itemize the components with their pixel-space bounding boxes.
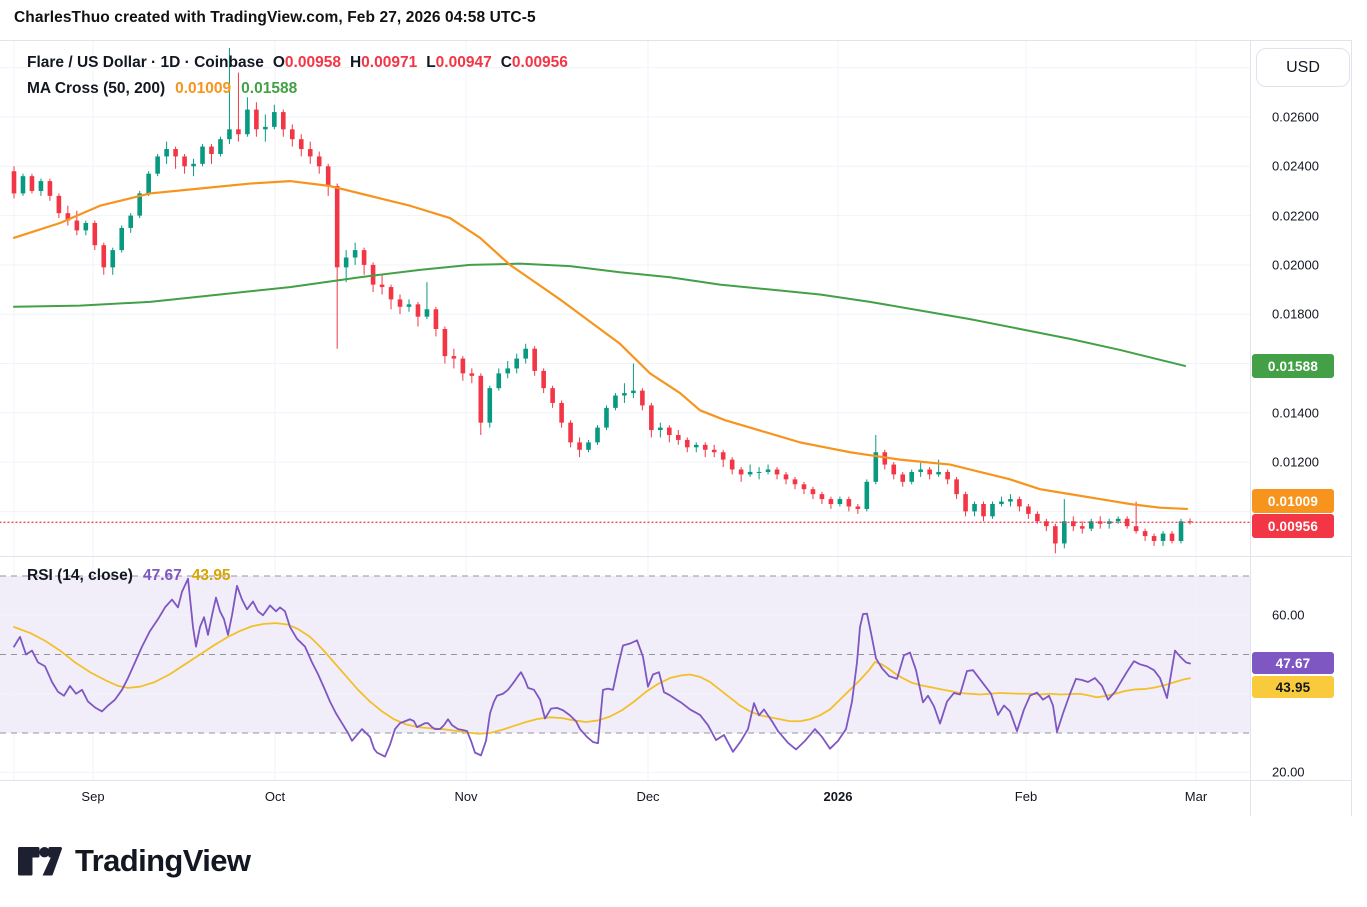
time-axis-label[interactable]: Dec: [636, 789, 660, 804]
rsi-axis-label: 60.00: [1272, 607, 1305, 623]
ma-cross-values: 0.01009 0.01588: [165, 80, 297, 97]
tradingview-logo[interactable]: TradingView: [18, 843, 251, 879]
ma200-line: [13, 262, 1186, 367]
rsi-axis-label: 20.00: [1272, 764, 1305, 780]
ma-cross-legend[interactable]: MA Cross (50, 200) 0.01009 0.01588: [27, 80, 297, 98]
pane-borders: [0, 40, 1352, 816]
price-badge: 0.01009: [1252, 489, 1334, 513]
chart-canvas: [0, 40, 1352, 816]
rsi-line: [13, 577, 1191, 758]
price-axis-label: 0.02400: [1272, 158, 1319, 174]
price-badge: 0.01588: [1252, 354, 1334, 378]
tradingview-logo-icon: [18, 846, 62, 875]
indicator-value: 0.01009: [175, 80, 232, 97]
rsi-ma-line: [13, 622, 1191, 735]
indicator-value: 0.01588: [241, 80, 298, 97]
price-badge: 0.00956: [1252, 514, 1334, 538]
symbol-legend[interactable]: Flare / US Dollar · 1D · Coinbase O0.0095…: [27, 54, 568, 72]
rsi-values: 47.67 43.95: [133, 567, 231, 584]
price-axis-label: 0.02000: [1272, 257, 1319, 273]
ohlc-values: O0.00958 H0.00971 L0.00947 C0.00956: [264, 54, 568, 71]
price-axis-label: 0.02200: [1272, 208, 1319, 224]
time-axis-label[interactable]: Oct: [264, 789, 286, 804]
time-axis-label[interactable]: 2026: [823, 789, 853, 804]
ohlc-item: C0.00956: [500, 54, 568, 71]
tradingview-wordmark: TradingView: [75, 843, 251, 878]
indicator-value: 43.95: [191, 567, 231, 584]
price-badge: 43.95: [1252, 676, 1334, 698]
price-axis-label: 0.02600: [1272, 109, 1319, 125]
rsi-band: [0, 576, 1250, 733]
time-axis-label[interactable]: Sep: [81, 789, 105, 804]
chart-container[interactable]: Flare / US Dollar · 1D · Coinbase O0.0095…: [0, 40, 1352, 816]
rsi-label: RSI (14, close): [27, 567, 133, 584]
rsi-legend[interactable]: RSI (14, close) 47.67 43.95: [27, 567, 231, 585]
time-axis-label[interactable]: Nov: [454, 789, 478, 804]
currency-toggle-button[interactable]: USD: [1256, 48, 1350, 87]
time-axis-label[interactable]: Mar: [1184, 789, 1208, 804]
ohlc-item: L0.00947: [426, 54, 492, 71]
symbol-title: Flare / US Dollar · 1D · Coinbase: [27, 54, 264, 71]
price-axis-label: 0.01400: [1272, 405, 1319, 421]
ma-cross-label: MA Cross (50, 200): [27, 80, 166, 97]
price-badge: 47.67: [1252, 652, 1334, 674]
attribution-text: CharlesThuo created with TradingView.com…: [14, 9, 536, 26]
candlestick-series: [11, 47, 1193, 554]
ma50-line: [12, 179, 1189, 511]
price-axis-label: 0.01800: [1272, 306, 1319, 322]
ohlc-item: H0.00971: [349, 54, 418, 71]
indicator-value: 47.67: [142, 567, 182, 584]
price-axis-label: 0.01200: [1272, 454, 1319, 470]
time-axis-label[interactable]: Feb: [1014, 789, 1038, 804]
ohlc-item: O0.00958: [272, 54, 341, 71]
